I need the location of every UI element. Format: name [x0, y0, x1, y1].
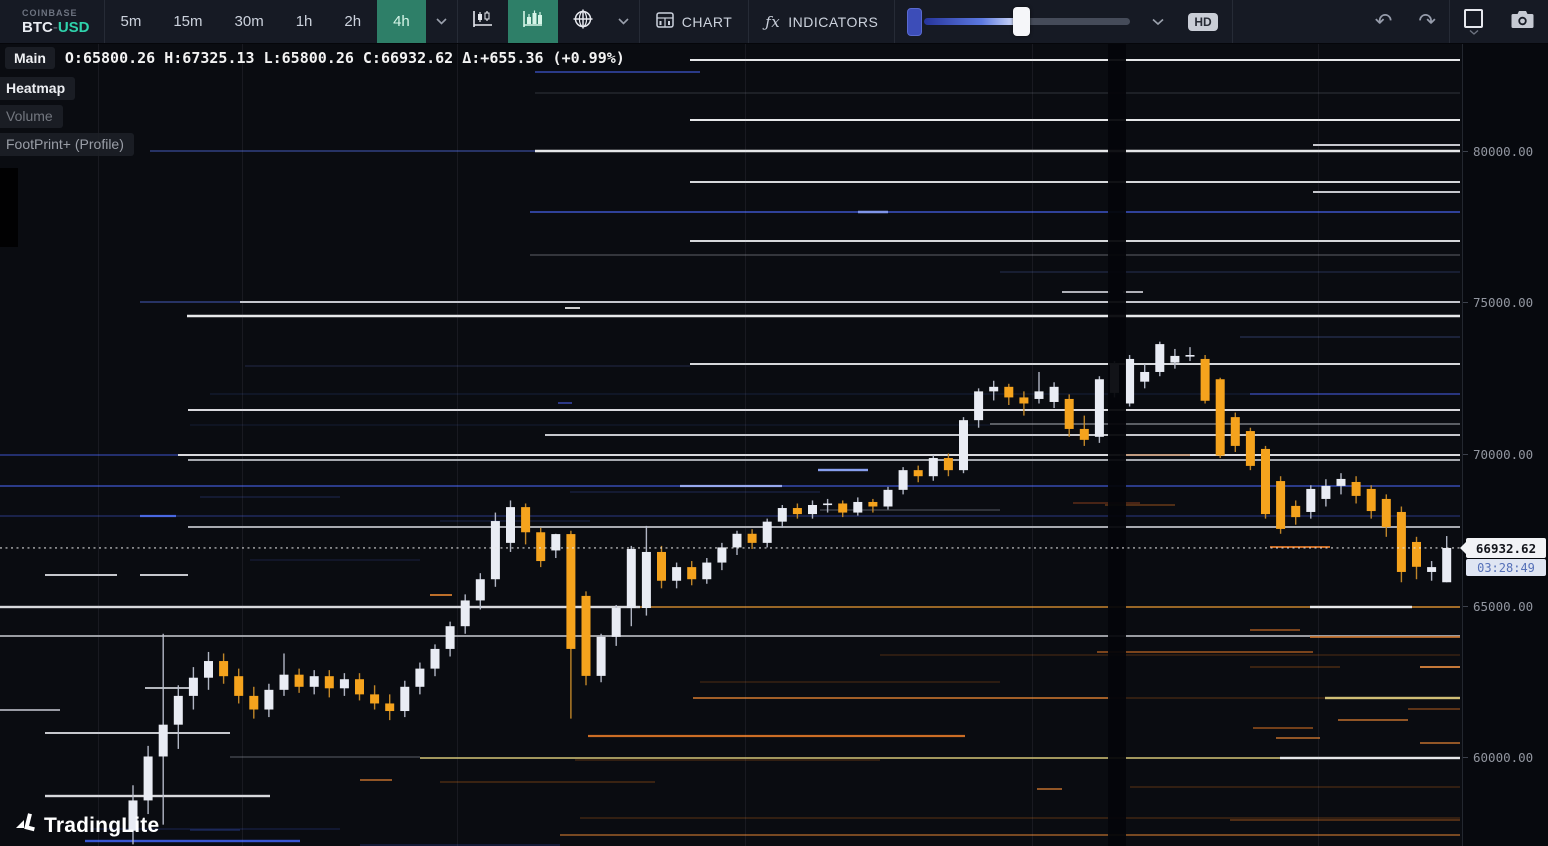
hd-toggle[interactable]: HD	[1188, 12, 1218, 31]
watermark-text: TradingLite	[44, 813, 160, 837]
globe-dropdown-chevron-icon[interactable]	[608, 0, 639, 43]
globe-button[interactable]	[558, 0, 608, 43]
last-price-label: 66932.62	[1460, 538, 1546, 558]
redo-icon: ↷	[1418, 10, 1436, 33]
toolbar-separator	[638, 0, 640, 43]
timeframe-1h[interactable]: 1h	[295, 13, 313, 30]
slider-handle[interactable]	[1012, 7, 1030, 36]
toolbar-separator	[456, 0, 458, 43]
window-chevron-icon	[1469, 29, 1478, 35]
axis-label-65000: 65000.00	[1473, 599, 1534, 614]
axis-tick	[1463, 302, 1468, 303]
indicators-button[interactable]: ƒx INDICATORS	[749, 0, 894, 43]
fx-icon: ƒx	[765, 12, 781, 31]
timeframe-30m[interactable]: 30m	[234, 13, 264, 30]
axis-tick	[1463, 757, 1468, 758]
layer-item-volume[interactable]: Volume	[0, 105, 63, 128]
toolbar-separator	[1231, 0, 1233, 43]
tradinglite-watermark: TradingLite	[14, 812, 159, 839]
axis-label-70000: 70000.00	[1473, 447, 1534, 462]
chart-button-label: CHART	[681, 13, 733, 30]
toolbar-separator	[1449, 0, 1450, 43]
heatmap-intensity-slider	[895, 0, 1142, 43]
pair-label: BTC-USD	[22, 18, 90, 36]
volume-candles-icon	[522, 9, 544, 34]
chart-layout-icon	[656, 12, 674, 31]
timeframe-5m[interactable]: 5m	[120, 13, 142, 30]
camera-icon	[1511, 10, 1534, 34]
timeframe-4h-selected[interactable]: 4h	[377, 0, 426, 43]
candlestick-style-button[interactable]	[458, 0, 508, 43]
heatmap-candle-chart[interactable]	[0, 0, 1462, 846]
toolbar-separator	[894, 0, 896, 43]
symbol-selector[interactable]: COINBASE BTC-USD	[0, 0, 104, 43]
timeframe-15m[interactable]: 15m	[173, 13, 203, 30]
axis-label-80000: 80000.00	[1473, 144, 1534, 159]
slider-left-cap[interactable]	[907, 7, 923, 36]
slider-track[interactable]	[924, 7, 1131, 36]
toolbar-separator	[103, 0, 105, 43]
axis-label-60000: 60000.00	[1473, 750, 1534, 765]
chart-button[interactable]: CHART	[640, 0, 748, 43]
timeframe-dropdown-chevron-icon[interactable]	[426, 0, 457, 43]
ohlc-bar: Main O:65800.26 H:67325.13 L:65800.26 C:…	[5, 47, 625, 69]
price-axis[interactable]: 80000.00 75000.00 70000.00 65000.00 6000…	[1460, 44, 1548, 846]
globe-icon	[572, 8, 594, 35]
candlestick-icon	[472, 9, 494, 34]
tradinglite-logo-icon	[14, 812, 38, 839]
layer-list: Heatmap Volume FootPrint+ (Profile)	[0, 77, 134, 156]
heatmap-style-button-selected[interactable]	[507, 0, 558, 43]
layer-item-heatmap[interactable]: Heatmap	[0, 77, 76, 100]
ohlc-values: O:65800.26 H:67325.13 L:65800.26 C:66932…	[64, 49, 625, 67]
candle-countdown: 03:28:49	[1466, 559, 1546, 576]
exchange-label: COINBASE	[22, 7, 78, 18]
axis-label-75000: 75000.00	[1473, 295, 1534, 310]
undo-button[interactable]: ↶	[1362, 0, 1406, 43]
axis-tick	[1463, 606, 1468, 607]
redo-button[interactable]: ↷	[1405, 0, 1449, 43]
slider-dropdown-chevron-icon[interactable]	[1142, 0, 1174, 43]
axis-tick	[1463, 454, 1468, 455]
toolbar-separator	[748, 0, 750, 43]
undo-icon: ↶	[1374, 10, 1393, 33]
screenshot-button[interactable]	[1497, 0, 1548, 43]
timeframe-2h[interactable]: 2h	[344, 13, 362, 30]
top-toolbar: COINBASE BTC-USD 5m 15m 30m 1h 2h 4h	[0, 0, 1548, 44]
indicators-button-label: INDICATORS	[788, 13, 879, 30]
layout-window-button[interactable]	[1450, 0, 1497, 43]
toolbar-spacer	[1233, 0, 1362, 43]
layer-chip-main[interactable]: Main	[5, 47, 55, 69]
layer-item-footprint[interactable]: FootPrint+ (Profile)	[0, 133, 134, 156]
axis-tick	[1463, 151, 1468, 152]
window-icon	[1464, 8, 1483, 28]
